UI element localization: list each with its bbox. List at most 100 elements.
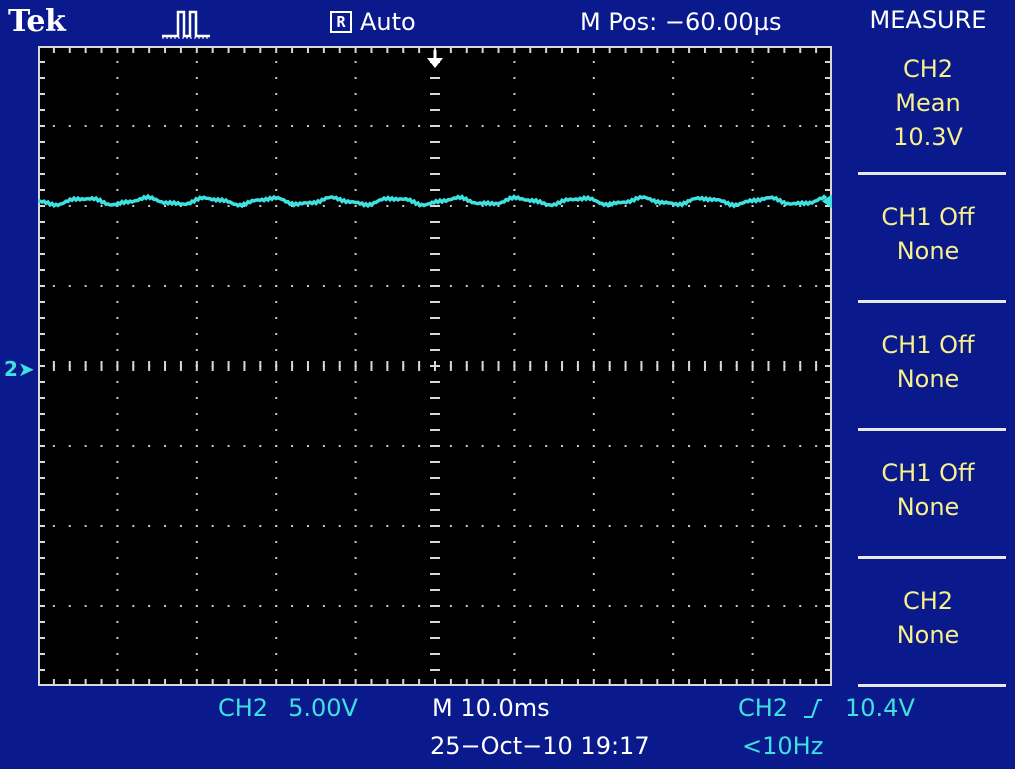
- grid-dot: [164, 525, 167, 527]
- grid-dot: [640, 445, 643, 447]
- grid-dot: [227, 125, 230, 127]
- menu-divider: [858, 684, 1006, 687]
- measure-slot-5[interactable]: CH2 None: [896, 587, 960, 649]
- grid-dot: [354, 445, 357, 447]
- grid-dot: [592, 413, 595, 415]
- grid-dot: [672, 109, 675, 111]
- grid-dot: [592, 509, 595, 511]
- grid-dot: [672, 61, 675, 63]
- grid-dot: [672, 221, 675, 223]
- grid-dot: [116, 157, 119, 159]
- grid-dot: [84, 445, 87, 447]
- grid-dot: [338, 125, 341, 127]
- date-time: 25−Oct−10 19:17: [430, 732, 650, 760]
- grid-dot: [513, 525, 516, 527]
- grid-dot: [513, 253, 516, 255]
- grid-dot: [322, 205, 325, 207]
- grid-dot: [513, 349, 516, 351]
- grid-dot: [275, 221, 278, 223]
- grid-dot: [275, 237, 278, 239]
- grid-dot: [195, 429, 198, 431]
- grid-dot: [751, 381, 754, 383]
- grid-dot: [592, 221, 595, 223]
- grid-dot: [275, 605, 278, 607]
- grid-dot: [354, 285, 357, 287]
- measure-slot-3[interactable]: CH1 Off None: [881, 331, 975, 393]
- grid-dot: [275, 157, 278, 159]
- grid-dot: [513, 237, 516, 239]
- grid-dot: [672, 77, 675, 79]
- grid-dot: [513, 509, 516, 511]
- measure-slot-4[interactable]: CH1 Off None: [881, 459, 975, 521]
- grid-dot: [672, 333, 675, 335]
- grid-dot: [703, 605, 706, 607]
- grid-dot: [751, 525, 754, 527]
- grid-dot: [751, 157, 754, 159]
- grid-dot: [354, 525, 357, 527]
- grid-dot: [195, 557, 198, 559]
- grid-dot: [275, 525, 278, 527]
- grid-dot: [592, 461, 595, 463]
- grid-dot: [719, 445, 722, 447]
- measure-slot-1[interactable]: CH2 Mean 10.3V: [893, 55, 963, 151]
- grid-dot: [179, 525, 182, 527]
- grid-dot: [195, 221, 198, 223]
- grid-dot: [116, 205, 119, 207]
- grid-dot: [306, 125, 309, 127]
- grid-dot: [449, 205, 452, 207]
- grid-dot: [592, 477, 595, 479]
- grid-dot: [211, 205, 214, 207]
- grid-dot: [592, 141, 595, 143]
- grid-dot: [576, 285, 579, 287]
- grid-dot: [243, 605, 246, 607]
- grid-dot: [354, 205, 357, 207]
- grid-dot: [354, 557, 357, 559]
- measure-slot-2[interactable]: CH1 Off None: [881, 203, 975, 265]
- grid-dot: [116, 509, 119, 511]
- grid-dot: [259, 285, 262, 287]
- grid-dot: [338, 605, 341, 607]
- grid-dot: [386, 125, 389, 127]
- grid-dot: [672, 317, 675, 319]
- grid-dot: [275, 61, 278, 63]
- grid-dot: [179, 125, 182, 127]
- trigger-status: R Auto: [330, 8, 416, 36]
- grid-dot: [275, 77, 278, 79]
- grid-dot: [354, 541, 357, 543]
- grid-dot: [322, 125, 325, 127]
- grid-dot: [195, 317, 198, 319]
- grid-dot: [703, 525, 706, 527]
- grid-dot: [322, 525, 325, 527]
- grid-dot: [116, 397, 119, 399]
- frequency-readout: <10Hz: [742, 732, 824, 760]
- grid-dot: [783, 525, 786, 527]
- grid-dot: [195, 349, 198, 351]
- grid-dot: [751, 349, 754, 351]
- grid-dot: [418, 605, 421, 607]
- grid-dot: [672, 125, 675, 127]
- grid-dot: [370, 525, 373, 527]
- grid-dot: [354, 637, 357, 639]
- grid-dot: [513, 109, 516, 111]
- waveform-display: [38, 46, 832, 686]
- grid-dot: [592, 173, 595, 175]
- grid-dot: [561, 205, 564, 207]
- grid-dot: [275, 509, 278, 511]
- grid-dot: [275, 413, 278, 415]
- grid-dot: [592, 621, 595, 623]
- grid-dot: [688, 525, 691, 527]
- grid-dot: [195, 77, 198, 79]
- grid-dot: [52, 605, 55, 607]
- grid-dot: [354, 269, 357, 271]
- grid-dot: [354, 109, 357, 111]
- grid-dot: [354, 125, 357, 127]
- grid-dot: [195, 173, 198, 175]
- grid-dot: [672, 397, 675, 399]
- grid-dot: [354, 573, 357, 575]
- grid-dot: [84, 525, 87, 527]
- grid-dot: [354, 605, 357, 607]
- grid-dot: [592, 589, 595, 591]
- grid-dot: [52, 525, 55, 527]
- grid-dot: [116, 173, 119, 175]
- grid-dot: [815, 445, 818, 447]
